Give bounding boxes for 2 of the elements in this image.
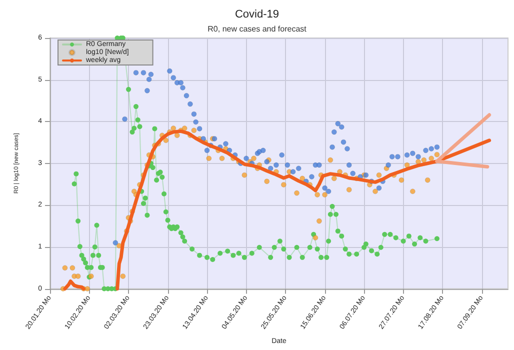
chart-title: Covid-19	[234, 8, 280, 20]
chart-subtitle: R0, new cases and forecast	[208, 24, 308, 34]
